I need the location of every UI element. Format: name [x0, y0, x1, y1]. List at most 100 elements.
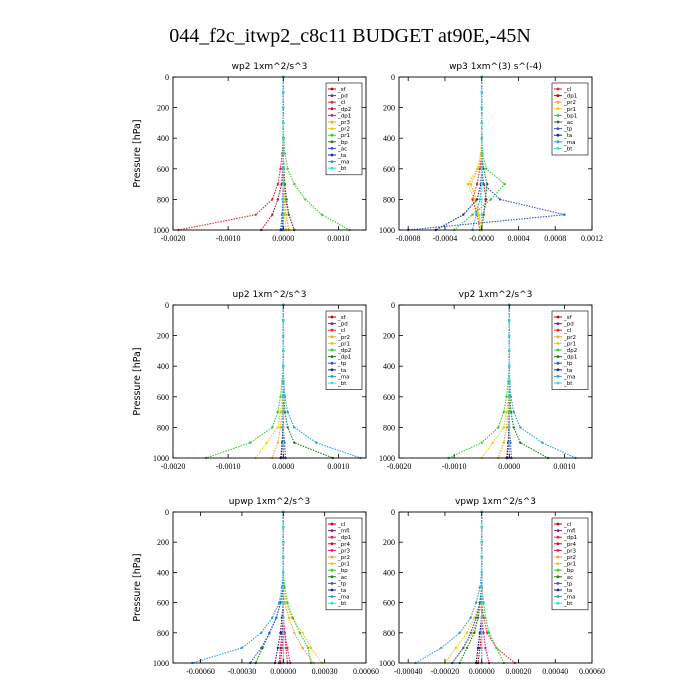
legend-marker: [556, 322, 560, 325]
legend-marker: [330, 114, 334, 117]
series-point: [475, 167, 479, 170]
series-point: [541, 441, 544, 444]
legend-entry: _ta: [337, 153, 346, 159]
series-point: [471, 631, 474, 634]
series-point: [279, 410, 282, 414]
legend-marker: [556, 140, 560, 144]
series-point: [277, 601, 281, 604]
legend-entry: _ma: [337, 160, 349, 166]
x-tick-label: 0.0012: [581, 234, 603, 243]
legend: _sf_pd_cl_pr2_pr1_dp2_dp1_tp_ta_ma_bt: [551, 310, 589, 390]
legend-entry: _ta: [563, 368, 572, 374]
x-tick-label: -0.0010: [442, 462, 467, 471]
series-point: [282, 601, 285, 604]
legend-entry: _ta: [563, 133, 572, 139]
y-tick-label: 200: [383, 332, 395, 341]
y-tick-label: 200: [157, 332, 169, 341]
legend-marker: [330, 140, 334, 144]
legend-marker: [330, 542, 334, 546]
legend-marker: [556, 348, 560, 352]
series-point: [508, 380, 511, 383]
legend-marker: [556, 375, 560, 378]
legend-marker: [330, 555, 334, 559]
y-axis-label: Pressure [hPa]: [132, 553, 143, 621]
legend-marker: [556, 588, 560, 592]
legend-marker: [556, 361, 560, 365]
legend-marker: [330, 147, 334, 150]
legend-marker: [556, 127, 560, 130]
y-axis-label: Pressure [hPa]: [132, 347, 143, 415]
series-point: [480, 137, 483, 140]
legend-marker: [330, 127, 334, 130]
series-point: [495, 646, 498, 650]
legend-entry: _ma: [337, 595, 349, 601]
chart-panel-5: upwp 1xm^2/s^3 Pressure [hPa] -0.00060 -0.0…: [132, 497, 379, 676]
series-point: [282, 319, 285, 322]
legend-entry: _dp2: [337, 348, 351, 354]
series-point: [282, 198, 285, 201]
series-point: [469, 182, 472, 186]
legend-entry: _bp: [563, 568, 574, 574]
legend-entry: _bt: [563, 146, 573, 152]
legend-entry: _ma: [563, 374, 575, 380]
legend-marker: [556, 529, 560, 532]
legend-marker: [330, 120, 334, 124]
series-point: [480, 571, 483, 574]
legend-entry: _pd: [337, 94, 348, 100]
x-tick-label: -0.0020: [387, 462, 412, 471]
series-point: [282, 646, 285, 650]
legend: _cl_dp1_pr2_pr1_bp1_ac_tp_ta_ma_bt: [551, 82, 589, 156]
legend-marker: [330, 87, 334, 91]
series-point: [249, 441, 252, 444]
series-line-tp: [249, 512, 284, 664]
y-tick-label: 1000: [153, 454, 169, 463]
series-point: [282, 380, 285, 383]
series-point: [512, 426, 515, 429]
y-tick-label: 400: [383, 362, 395, 371]
series-point: [240, 646, 244, 650]
series-point: [480, 541, 483, 544]
series-point: [279, 631, 282, 634]
y-tick-label: 600: [383, 165, 395, 174]
legend-entry: _mfl: [337, 529, 350, 535]
legend-marker: [556, 335, 560, 339]
x-tick-label: 0.0008: [544, 234, 566, 243]
series-point: [282, 616, 285, 619]
series-point: [484, 198, 487, 201]
legend-entry: _dp1: [337, 355, 351, 361]
legend-entry: _pr3: [337, 120, 351, 126]
series-line-dp1: [481, 512, 516, 664]
x-tick-label: 0.0000: [272, 234, 294, 243]
series-point: [505, 395, 508, 398]
legend-marker: [556, 87, 560, 91]
series-line-ta: [435, 77, 483, 231]
series-point: [282, 349, 285, 353]
series-line-ma: [415, 512, 483, 664]
series-point: [320, 213, 324, 216]
legend-marker: [556, 522, 560, 526]
series-point: [291, 616, 295, 619]
series-point: [268, 631, 271, 634]
series-point: [480, 556, 483, 559]
series-point: [286, 426, 289, 429]
series-point: [486, 182, 489, 186]
series-point: [282, 106, 285, 109]
legend-entry: _ma: [563, 140, 575, 146]
y-tick-label: 1000: [379, 454, 395, 463]
series-point: [475, 182, 479, 186]
series-point: [454, 646, 458, 650]
series-point: [471, 213, 474, 216]
legend-marker: [330, 107, 334, 111]
series-point: [508, 365, 511, 368]
legend-marker: [330, 535, 334, 539]
legend-marker: [556, 328, 560, 332]
series-point: [462, 213, 465, 216]
legend-marker: [330, 166, 334, 170]
series-line-dp1: [282, 305, 334, 459]
series-point: [287, 213, 290, 216]
legend-marker: [330, 322, 334, 325]
series-point: [563, 213, 566, 216]
series-point: [480, 601, 483, 604]
series-point: [282, 167, 285, 170]
series-line-bp: [481, 512, 505, 664]
